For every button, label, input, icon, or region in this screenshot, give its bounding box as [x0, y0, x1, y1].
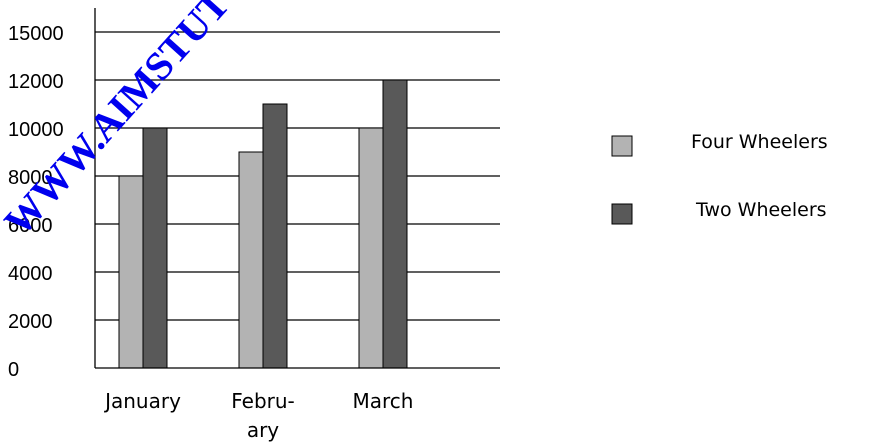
- y-tick-label: 0: [8, 359, 19, 381]
- bar: [238, 151, 264, 369]
- axes: [94, 8, 500, 369]
- x-category-label: Febru-: [231, 389, 295, 413]
- x-category-label: January: [103, 389, 181, 413]
- bar: [142, 127, 168, 369]
- y-tick-label: 15000: [8, 23, 64, 45]
- x-category-labels: January Febru-ary March: [103, 389, 413, 442]
- bar: [382, 79, 408, 369]
- bars: [118, 79, 408, 369]
- legend-label: Four Wheelers: [691, 131, 828, 153]
- y-tick-label: 2000: [8, 311, 53, 333]
- legend-label: Two Wheelers: [695, 199, 827, 221]
- legend-swatch: [611, 203, 633, 225]
- y-tick-label: 6000: [8, 215, 53, 237]
- bar: [358, 127, 384, 369]
- legend: Four Wheelers Two Wheelers: [611, 131, 828, 225]
- bar: [118, 175, 144, 369]
- y-tick-label: 12000: [8, 71, 64, 93]
- legend-swatch: [611, 135, 633, 157]
- y-tick-labels: 0 2000 4000 6000 8000 10000 12000 15000: [8, 23, 64, 381]
- x-category-label: ary: [247, 418, 279, 442]
- bar: [262, 103, 288, 369]
- y-tick-label: 4000: [8, 263, 53, 285]
- y-tick-label: 8000: [8, 167, 53, 189]
- x-category-label: March: [353, 389, 414, 413]
- y-tick-label: 10000: [8, 119, 64, 141]
